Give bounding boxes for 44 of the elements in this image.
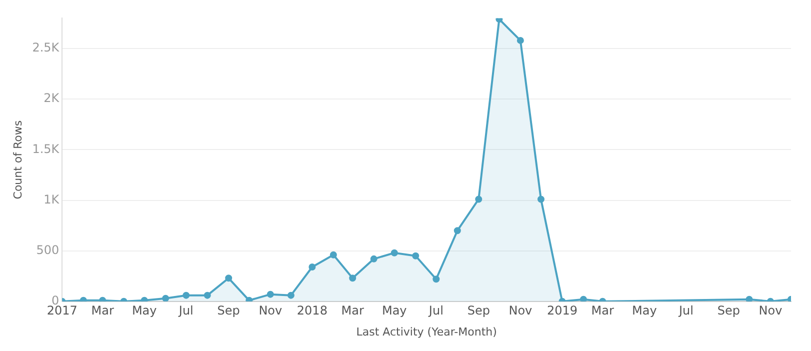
point (266, 290, 274, 298)
point (390, 249, 398, 256)
point (370, 255, 378, 262)
point (580, 296, 587, 302)
point (475, 196, 482, 203)
x-tick-label: 2017 (46, 304, 78, 318)
y-tick-label: 2K (44, 91, 60, 106)
point (412, 252, 420, 260)
y-tick-label: 2.5K (32, 40, 60, 55)
x-axis-title: Last Activity (Year-Month) (356, 325, 497, 338)
y-tick-label: 500 (36, 242, 60, 257)
x-tick-label: Jul (178, 304, 194, 318)
point (746, 296, 753, 302)
x-tick-label: Jul (428, 304, 444, 318)
point (287, 292, 294, 299)
point (225, 274, 232, 282)
point (182, 292, 190, 299)
x-tick-label: Mar (591, 304, 614, 318)
x-tick-label: 2019 (546, 304, 578, 318)
x-tick-label: Nov (758, 304, 782, 318)
point (454, 227, 461, 234)
x-tick-label: Sep (217, 304, 240, 318)
point (537, 196, 544, 203)
x-tick-label: May (632, 304, 657, 318)
x-tick-label: Sep (467, 304, 490, 318)
y-tick-label: 1.5K (32, 142, 60, 156)
y-tick-label: 1K (44, 192, 60, 206)
point (432, 276, 440, 283)
x-tick-label: May (132, 304, 157, 318)
x-tick-label: Jul (678, 304, 694, 318)
y-axis-title: Count of Rows (11, 120, 24, 200)
point (349, 274, 356, 282)
x-tick-label: Nov (508, 304, 532, 318)
x-tick-label: Sep (717, 304, 740, 318)
x-tick-label: Mar (341, 304, 364, 318)
point (330, 251, 337, 258)
x-tick-label: Nov (258, 304, 282, 318)
point (516, 36, 524, 44)
point (204, 292, 211, 299)
point (308, 264, 316, 271)
point (162, 294, 170, 302)
x-tick-label: May (382, 304, 407, 318)
x-tick-label: 2018 (296, 304, 328, 318)
x-tick-label: Mar (91, 304, 114, 318)
